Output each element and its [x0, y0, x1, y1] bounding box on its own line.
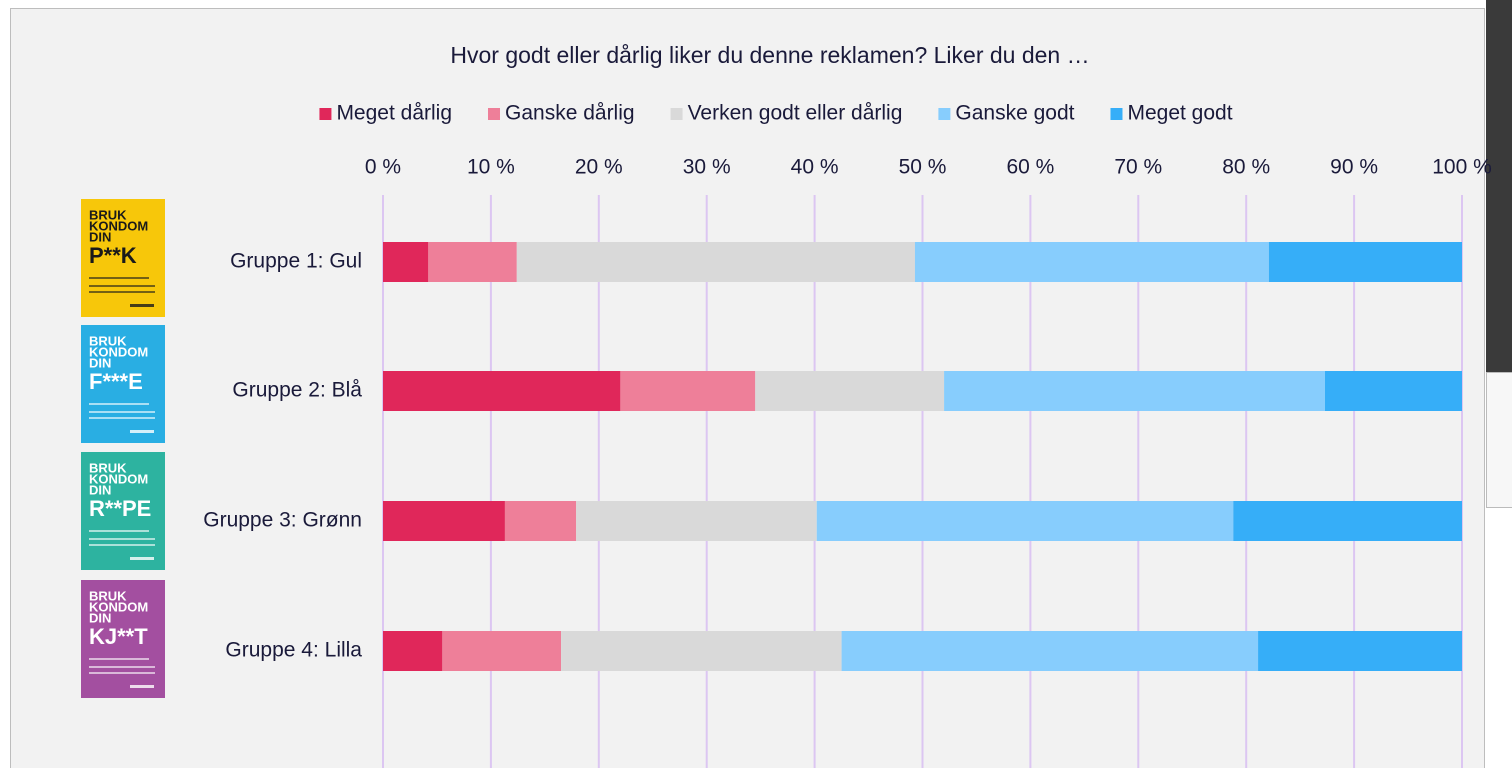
- bar-segment: [944, 371, 1325, 411]
- poster-logo: [130, 685, 154, 688]
- chart: Hvor godt eller dårlig liker du denne re…: [0, 0, 1512, 768]
- poster-text: R**PE: [89, 496, 151, 521]
- legend-label: Ganske dårlig: [505, 102, 635, 125]
- legend-swatch: [319, 108, 331, 120]
- poster-fineprint: [89, 672, 155, 674]
- poster-logo: [130, 304, 154, 307]
- legend-label: Ganske godt: [955, 102, 1074, 125]
- y-tick-label: Gruppe 1: Gul: [230, 250, 362, 273]
- bar-segment: [915, 242, 1269, 282]
- bar-segment: [383, 501, 505, 541]
- poster-fineprint: [89, 538, 155, 540]
- x-tick-label: 70 %: [1114, 156, 1162, 179]
- x-tick-label: 60 %: [1006, 156, 1054, 179]
- y-tick-label: Gruppe 3: Grønn: [203, 509, 362, 532]
- bar-segment: [517, 242, 915, 282]
- bar-segment: [383, 371, 620, 411]
- legend-label: Meget dårlig: [336, 102, 452, 125]
- bar-segment: [1258, 631, 1462, 671]
- x-tick-label: 100 %: [1432, 156, 1492, 179]
- legend-swatch: [488, 108, 500, 120]
- legend-swatch: [671, 108, 683, 120]
- bar-segment: [383, 242, 428, 282]
- y-tick-label: Gruppe 2: Blå: [232, 379, 362, 402]
- poster-text: KJ**T: [89, 624, 148, 649]
- x-tick-label: 40 %: [791, 156, 839, 179]
- poster-fineprint: [89, 277, 149, 279]
- bar-segment: [620, 371, 755, 411]
- legend-label: Verken godt eller dårlig: [688, 102, 903, 125]
- x-tick-label: 0 %: [365, 156, 401, 179]
- poster-text: F***E: [89, 369, 143, 394]
- bar-segment: [442, 631, 561, 671]
- legend-swatch: [1110, 108, 1122, 120]
- poster-fineprint: [89, 291, 155, 293]
- y-tick-label: Gruppe 4: Lilla: [225, 639, 362, 662]
- legend-label: Meget godt: [1127, 102, 1232, 125]
- poster-fineprint: [89, 530, 149, 532]
- bar-segment: [1325, 371, 1462, 411]
- bar-segment: [842, 631, 1258, 671]
- poster-fineprint: [89, 411, 155, 413]
- bar-segment: [383, 631, 442, 671]
- bar-segment: [1269, 242, 1462, 282]
- x-tick-label: 90 %: [1330, 156, 1378, 179]
- x-tick-label: 10 %: [467, 156, 515, 179]
- page: {"chart_data": { "type": "bar", "orienta…: [0, 0, 1512, 768]
- chart-title: Hvor godt eller dårlig liker du denne re…: [450, 42, 1089, 68]
- x-tick-label: 50 %: [899, 156, 947, 179]
- poster-fineprint: [89, 417, 155, 419]
- side-image: [1486, 0, 1512, 372]
- x-tick-label: 20 %: [575, 156, 623, 179]
- poster-fineprint: [89, 285, 155, 287]
- bar-segment: [755, 371, 944, 411]
- poster-fineprint: [89, 658, 149, 660]
- poster-text: P**K: [89, 243, 137, 268]
- poster-fineprint: [89, 544, 155, 546]
- side-panel: [1487, 373, 1512, 508]
- poster-logo: [130, 557, 154, 560]
- bar-segment: [505, 501, 576, 541]
- poster-fineprint: [89, 403, 149, 405]
- poster-logo: [130, 430, 154, 433]
- poster-fineprint: [89, 666, 155, 668]
- x-tick-label: 30 %: [683, 156, 731, 179]
- bar-segment: [576, 501, 817, 541]
- bar-segment: [817, 501, 1233, 541]
- bar-segment: [1233, 501, 1462, 541]
- legend-swatch: [938, 108, 950, 120]
- x-tick-label: 80 %: [1222, 156, 1270, 179]
- bar-segment: [561, 631, 842, 671]
- bar-segment: [428, 242, 516, 282]
